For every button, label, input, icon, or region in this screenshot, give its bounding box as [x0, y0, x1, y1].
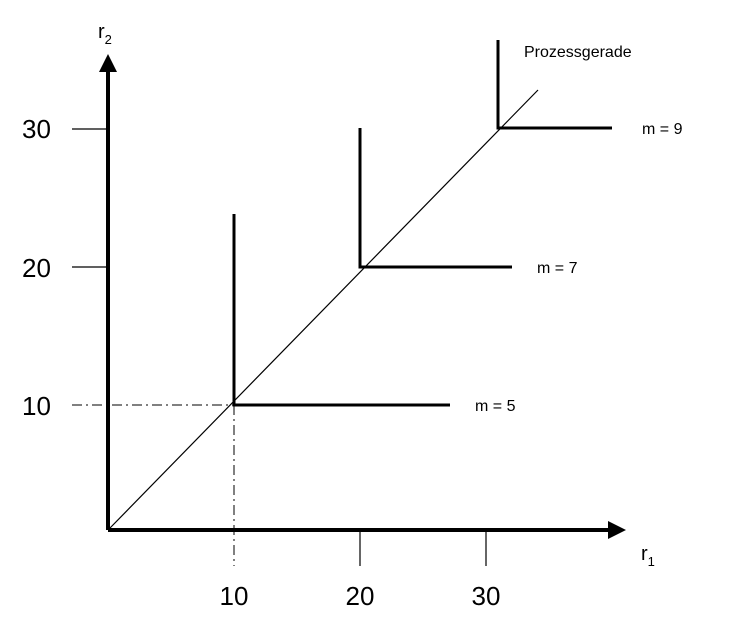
- y-tick-label-30: 30: [22, 114, 51, 144]
- y-axis-arrowhead: [99, 54, 117, 72]
- x-tick-label-30: 30: [472, 581, 501, 611]
- y-axis-label-main: r: [98, 21, 105, 43]
- y-tick-label-10: 10: [22, 391, 51, 421]
- x-tick-label-10: 10: [220, 581, 249, 611]
- process-line-label: Prozessgerade: [524, 44, 632, 61]
- y-axis-label-subscript: 2: [105, 32, 112, 47]
- x-axis-label: r1: [641, 543, 655, 569]
- x-axis-label-subscript: 1: [648, 554, 655, 569]
- isoquant-label-m7: m = 7: [537, 260, 578, 277]
- x-tick-label-20: 20: [346, 581, 375, 611]
- isoquant-m5: [232, 214, 450, 407]
- isoquant-label-m9: m = 9: [642, 121, 683, 138]
- isoquant-m7: [358, 128, 512, 269]
- y-tick-label-20: 20: [22, 253, 51, 283]
- x-axis-arrowhead: [608, 521, 626, 539]
- isoquant-m9: [496, 40, 612, 130]
- x-axis-label-main: r: [641, 543, 648, 565]
- process-line: [109, 89, 539, 529]
- isoquant-label-m5: m = 5: [475, 398, 516, 415]
- y-axis-label: r2: [98, 21, 112, 47]
